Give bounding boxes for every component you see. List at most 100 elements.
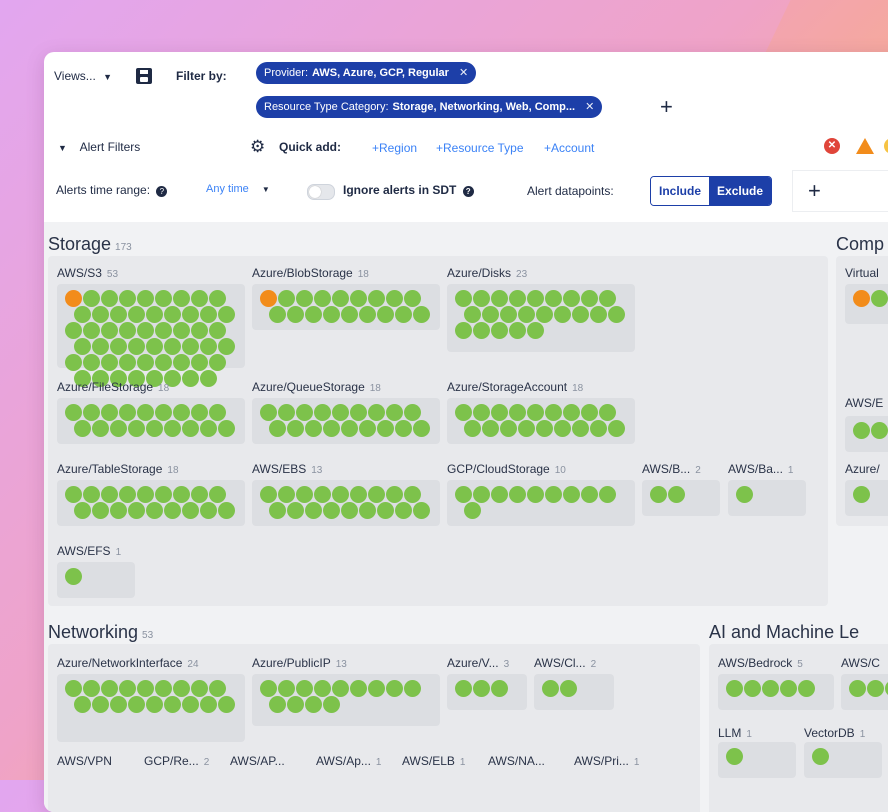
resource-healthy-dot[interactable] xyxy=(287,306,304,323)
resource-healthy-dot[interactable] xyxy=(218,338,235,355)
resource-healthy-dot[interactable] xyxy=(581,404,598,421)
resource-healthy-dot[interactable] xyxy=(155,680,172,697)
resource-healthy-dot[interactable] xyxy=(404,680,421,697)
resource-healthy-dot[interactable] xyxy=(464,420,481,437)
resource-healthy-dot[interactable] xyxy=(83,680,100,697)
resource-healthy-dot[interactable] xyxy=(812,748,829,765)
resource-healthy-dot[interactable] xyxy=(173,322,190,339)
resource-warning-dot[interactable] xyxy=(853,290,870,307)
resource-healthy-dot[interactable] xyxy=(780,680,797,697)
resource-healthy-dot[interactable] xyxy=(287,696,304,713)
resource-healthy-dot[interactable] xyxy=(128,502,145,519)
critical-alert-icon[interactable]: ✕ xyxy=(824,138,840,154)
tile-aws-e[interactable] xyxy=(845,416,888,452)
resource-healthy-dot[interactable] xyxy=(287,420,304,437)
resource-healthy-dot[interactable] xyxy=(173,486,190,503)
resource-healthy-dot[interactable] xyxy=(473,680,490,697)
resource-healthy-dot[interactable] xyxy=(413,306,430,323)
resource-healthy-dot[interactable] xyxy=(853,486,870,503)
quick-add-account[interactable]: +Account xyxy=(544,141,595,155)
resource-healthy-dot[interactable] xyxy=(287,502,304,519)
resource-healthy-dot[interactable] xyxy=(509,322,526,339)
resource-healthy-dot[interactable] xyxy=(350,680,367,697)
resource-healthy-dot[interactable] xyxy=(164,420,181,437)
resource-healthy-dot[interactable] xyxy=(83,404,100,421)
resource-healthy-dot[interactable] xyxy=(341,502,358,519)
resource-healthy-dot[interactable] xyxy=(74,338,91,355)
resource-healthy-dot[interactable] xyxy=(473,290,490,307)
tile-vectordb[interactable] xyxy=(804,742,882,778)
resource-healthy-dot[interactable] xyxy=(404,290,421,307)
resource-healthy-dot[interactable] xyxy=(323,420,340,437)
resource-healthy-dot[interactable] xyxy=(260,486,277,503)
tile-aws-s3[interactable] xyxy=(57,284,245,387)
resource-healthy-dot[interactable] xyxy=(209,322,226,339)
resource-healthy-dot[interactable] xyxy=(182,502,199,519)
resource-healthy-dot[interactable] xyxy=(146,370,163,387)
resource-healthy-dot[interactable] xyxy=(509,290,526,307)
include-button[interactable]: Include xyxy=(651,177,710,205)
resource-healthy-dot[interactable] xyxy=(110,502,127,519)
resource-healthy-dot[interactable] xyxy=(296,404,313,421)
resource-healthy-dot[interactable] xyxy=(92,502,109,519)
resource-healthy-dot[interactable] xyxy=(554,420,571,437)
resource-healthy-dot[interactable] xyxy=(542,680,559,697)
resource-healthy-dot[interactable] xyxy=(65,486,82,503)
filter-chip-resource-type[interactable]: Resource Type Category: Storage, Network… xyxy=(256,96,603,118)
resource-healthy-dot[interactable] xyxy=(473,404,490,421)
tile-aws-efs[interactable] xyxy=(57,562,135,598)
resource-healthy-dot[interactable] xyxy=(296,290,313,307)
resource-healthy-dot[interactable] xyxy=(350,486,367,503)
tile-azure-networkinterface[interactable] xyxy=(57,674,245,742)
resource-healthy-dot[interactable] xyxy=(545,486,562,503)
resource-healthy-dot[interactable] xyxy=(560,680,577,697)
resource-healthy-dot[interactable] xyxy=(65,568,82,585)
resource-healthy-dot[interactable] xyxy=(119,354,136,371)
resource-healthy-dot[interactable] xyxy=(726,748,743,765)
resource-healthy-dot[interactable] xyxy=(377,420,394,437)
resource-healthy-dot[interactable] xyxy=(296,486,313,503)
gear-icon[interactable]: ⚙ xyxy=(250,137,266,156)
resource-healthy-dot[interactable] xyxy=(536,306,553,323)
resource-healthy-dot[interactable] xyxy=(491,486,508,503)
resource-healthy-dot[interactable] xyxy=(182,696,199,713)
resource-healthy-dot[interactable] xyxy=(83,322,100,339)
resource-healthy-dot[interactable] xyxy=(209,486,226,503)
resource-healthy-dot[interactable] xyxy=(110,306,127,323)
resource-healthy-dot[interactable] xyxy=(101,680,118,697)
resource-healthy-dot[interactable] xyxy=(527,322,544,339)
exclude-button[interactable]: Exclude xyxy=(709,177,772,205)
resource-healthy-dot[interactable] xyxy=(200,306,217,323)
resource-healthy-dot[interactable] xyxy=(92,306,109,323)
resource-healthy-dot[interactable] xyxy=(455,322,472,339)
resource-healthy-dot[interactable] xyxy=(527,486,544,503)
resource-healthy-dot[interactable] xyxy=(164,370,181,387)
resource-healthy-dot[interactable] xyxy=(527,290,544,307)
tile-azure-storageaccount[interactable] xyxy=(447,398,635,444)
resource-healthy-dot[interactable] xyxy=(314,680,331,697)
resource-healthy-dot[interactable] xyxy=(209,354,226,371)
resource-healthy-dot[interactable] xyxy=(137,290,154,307)
resource-healthy-dot[interactable] xyxy=(359,502,376,519)
resource-healthy-dot[interactable] xyxy=(155,404,172,421)
resource-healthy-dot[interactable] xyxy=(128,306,145,323)
resource-healthy-dot[interactable] xyxy=(146,306,163,323)
resource-healthy-dot[interactable] xyxy=(101,290,118,307)
resource-healthy-dot[interactable] xyxy=(65,354,82,371)
resource-healthy-dot[interactable] xyxy=(668,486,685,503)
resource-healthy-dot[interactable] xyxy=(482,420,499,437)
resource-healthy-dot[interactable] xyxy=(65,680,82,697)
resource-healthy-dot[interactable] xyxy=(608,306,625,323)
resource-healthy-dot[interactable] xyxy=(482,306,499,323)
resource-healthy-dot[interactable] xyxy=(200,420,217,437)
warning-alert-icon[interactable] xyxy=(856,138,874,154)
resource-healthy-dot[interactable] xyxy=(455,680,472,697)
resource-healthy-dot[interactable] xyxy=(191,404,208,421)
resource-healthy-dot[interactable] xyxy=(173,354,190,371)
resource-healthy-dot[interactable] xyxy=(314,486,331,503)
resource-healthy-dot[interactable] xyxy=(563,404,580,421)
resource-healthy-dot[interactable] xyxy=(119,322,136,339)
resource-healthy-dot[interactable] xyxy=(500,306,517,323)
tile-azure-queuestorage[interactable] xyxy=(252,398,440,444)
resource-healthy-dot[interactable] xyxy=(191,322,208,339)
